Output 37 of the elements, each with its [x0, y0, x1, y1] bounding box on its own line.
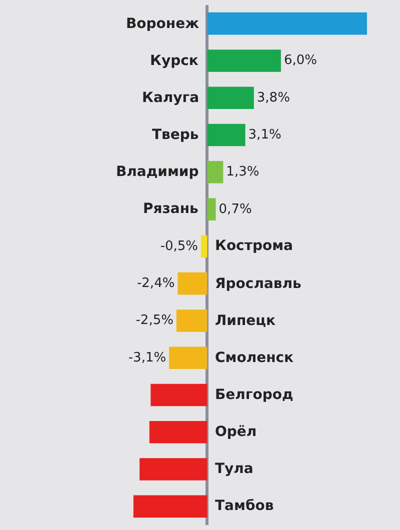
bar [207, 12, 367, 35]
y-tick-label: Белгород [215, 387, 294, 403]
y-tick-label: Курск [150, 53, 199, 69]
data-label: -3,1% [128, 350, 166, 366]
data-label: 0,7% [218, 202, 252, 217]
y-tick-label: Калуга [142, 90, 200, 106]
bar [207, 161, 224, 184]
y-tick-label: Ярославль [215, 276, 302, 292]
data-label: -2,5% [136, 313, 174, 328]
bar [207, 50, 281, 72]
bar [140, 458, 208, 480]
y-tick-label: Кострома [215, 238, 294, 254]
data-label: -0,5% [160, 238, 198, 254]
y-tick-label: Воронеж [126, 16, 200, 32]
bar [207, 198, 216, 220]
bar [207, 86, 254, 109]
bar [207, 124, 246, 146]
y-tick-label: Смоленск [215, 350, 294, 366]
data-label: -2,4% [136, 276, 175, 292]
data-label: 3,1% [248, 128, 282, 142]
y-tick-label: Рязань [143, 201, 199, 217]
y-tick-label: Владимир [116, 164, 199, 180]
bar [169, 346, 208, 369]
bar [201, 235, 208, 258]
bar [149, 421, 208, 444]
y-tick-label: Липецк [215, 313, 276, 329]
bar [176, 310, 208, 332]
data-label: 3,8% [256, 90, 290, 106]
bar [178, 272, 208, 295]
y-tick-label: Тула [215, 461, 254, 477]
bar [133, 495, 208, 518]
y-tick-label: Орёл [215, 424, 257, 440]
y-tick-label: Тамбов [215, 498, 274, 514]
data-label: 6,0% [284, 53, 317, 68]
bar [150, 384, 208, 406]
y-tick-label: Тверь [152, 127, 199, 143]
data-label: 1,3% [226, 164, 260, 180]
